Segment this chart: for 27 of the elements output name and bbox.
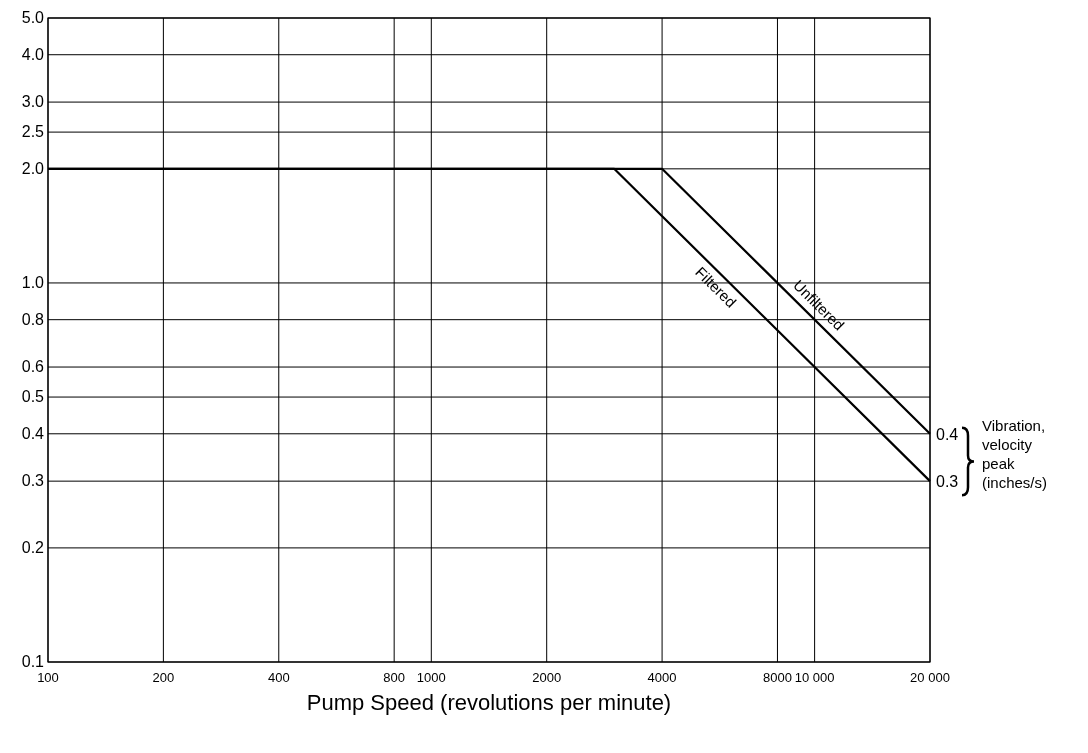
x-tick-label: 2000: [532, 670, 562, 685]
x-tick-label: 20 000: [910, 670, 950, 685]
x-tick-label: 10 000: [794, 670, 835, 685]
y-tick-label: 2.5: [21, 123, 45, 141]
x-tick-label: 1000: [416, 670, 446, 685]
y-tick-label: 0.3: [21, 472, 45, 490]
y-tick-label: 4.0: [21, 45, 45, 63]
x-tick-label: 400: [267, 670, 290, 685]
y-tick-label: 0.8: [21, 310, 45, 328]
x-tick-label: 100: [37, 670, 59, 685]
y-tick-label: 0.4: [21, 424, 45, 442]
y-tick-label: 5.0: [21, 9, 45, 26]
data-label: 0.3: [936, 473, 959, 491]
y-tick-label: 2.0: [21, 159, 45, 177]
y-tick-label: 1.0: [21, 273, 45, 291]
y-tick-label: 0.5: [21, 388, 45, 406]
y-tick-label: 0.6: [21, 358, 45, 376]
x-tick-label: 200: [152, 670, 175, 685]
data-label: 0.4: [936, 425, 959, 443]
x-tick-label: 8000: [763, 670, 792, 685]
y-tick-label: 0.1: [21, 653, 45, 670]
y-tick-label: 0.2: [21, 538, 45, 556]
y-tick-label: 3.0: [21, 93, 45, 111]
text: Vibration, velocity peak (inches/s): [982, 417, 1048, 492]
x-tick-label: 800: [383, 670, 406, 685]
x-axis-title: Pump Speed (revolutions per minute): [306, 690, 672, 715]
x-tick-label: 4000: [647, 670, 677, 685]
